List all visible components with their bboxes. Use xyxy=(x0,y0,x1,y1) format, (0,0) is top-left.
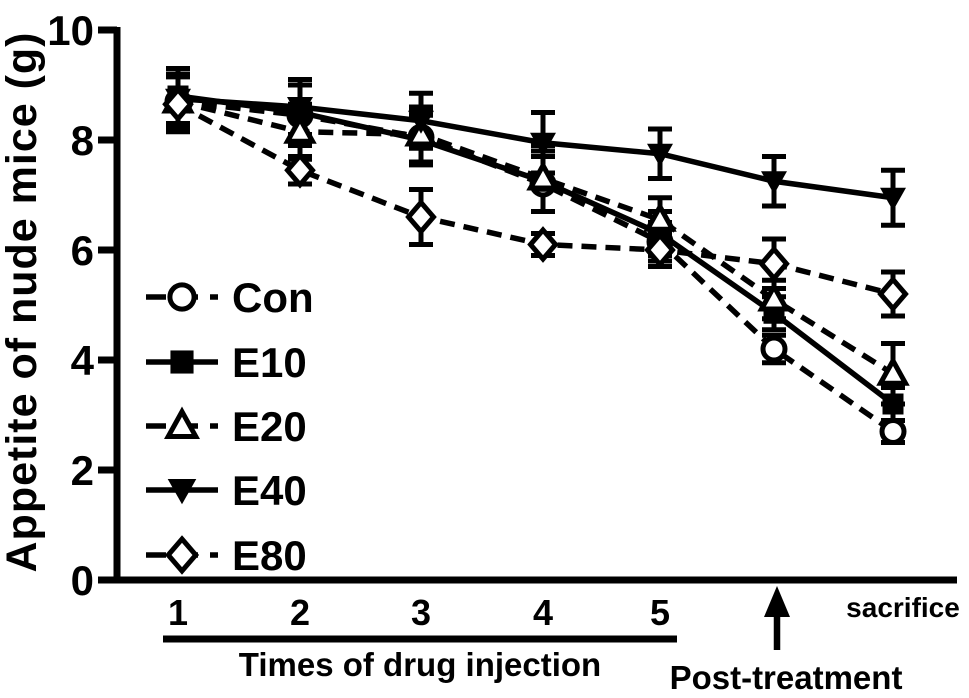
open-circle-marker-icon xyxy=(760,335,788,363)
legend-label-E40: E40 xyxy=(232,467,307,514)
y-tick-label: 6 xyxy=(71,227,94,274)
legend-label-E10: E10 xyxy=(232,339,307,386)
open-triangle-up-marker-icon xyxy=(164,406,200,439)
filled-square-marker-icon xyxy=(882,393,904,415)
filled-triangle-down-marker-icon xyxy=(880,187,906,211)
open-triangle-up-marker-icon xyxy=(283,113,317,144)
legend-label-E80: E80 xyxy=(232,532,307,579)
filled-square-marker-icon xyxy=(170,350,194,374)
sacrifice-label: sacrifice xyxy=(846,592,960,623)
open-diamond-marker-icon xyxy=(405,198,437,236)
x-tick-label: 4 xyxy=(533,592,553,633)
filled-triangle-down-marker-icon xyxy=(408,110,434,134)
filled-triangle-down-marker-icon xyxy=(647,143,673,167)
x-tick-label: 3 xyxy=(411,592,431,633)
open-diamond-marker-icon xyxy=(877,275,909,313)
open-diamond-marker-icon xyxy=(644,231,676,269)
open-triangle-up-marker-icon xyxy=(876,355,910,386)
filled-triangle-down-marker-icon xyxy=(167,479,197,505)
open-triangle-up-marker-icon xyxy=(643,201,677,232)
filled-triangle-down-marker-icon xyxy=(287,97,313,120)
open-circle-marker-icon xyxy=(167,282,197,312)
open-triangle-up-marker-icon xyxy=(526,160,560,191)
open-diamond-marker-icon xyxy=(527,226,559,263)
y-tick-label: 0 xyxy=(71,557,94,604)
open-circle-marker-icon xyxy=(879,418,907,445)
open-diamond-marker-icon xyxy=(164,535,200,575)
open-diamond-marker-icon xyxy=(758,245,790,283)
open-diamond-marker-icon xyxy=(284,151,316,189)
y-tick-label: 2 xyxy=(71,447,94,494)
open-triangle-up-marker-icon xyxy=(757,281,791,312)
filled-triangle-down-marker-icon xyxy=(530,132,556,156)
x-axis-title: Times of drug injection xyxy=(239,646,601,683)
post-treatment-arrowhead-icon xyxy=(764,586,790,617)
y-tick-label: 4 xyxy=(71,337,95,384)
open-diamond-marker-icon xyxy=(162,85,194,123)
x-tick-label: 1 xyxy=(168,592,188,633)
y-axis-title: Appetite of nude mice (g) xyxy=(0,32,46,573)
x-tick-label: 2 xyxy=(290,592,310,633)
y-tick-label: 8 xyxy=(71,117,94,164)
legend-label-Con: Con xyxy=(232,274,314,321)
y-tick-label: 10 xyxy=(47,7,94,54)
legend-label-E20: E20 xyxy=(232,403,307,450)
post-treatment-label: Post-treatment xyxy=(670,659,903,696)
filled-triangle-down-marker-icon xyxy=(761,171,787,195)
x-tick-label: 5 xyxy=(650,592,670,633)
